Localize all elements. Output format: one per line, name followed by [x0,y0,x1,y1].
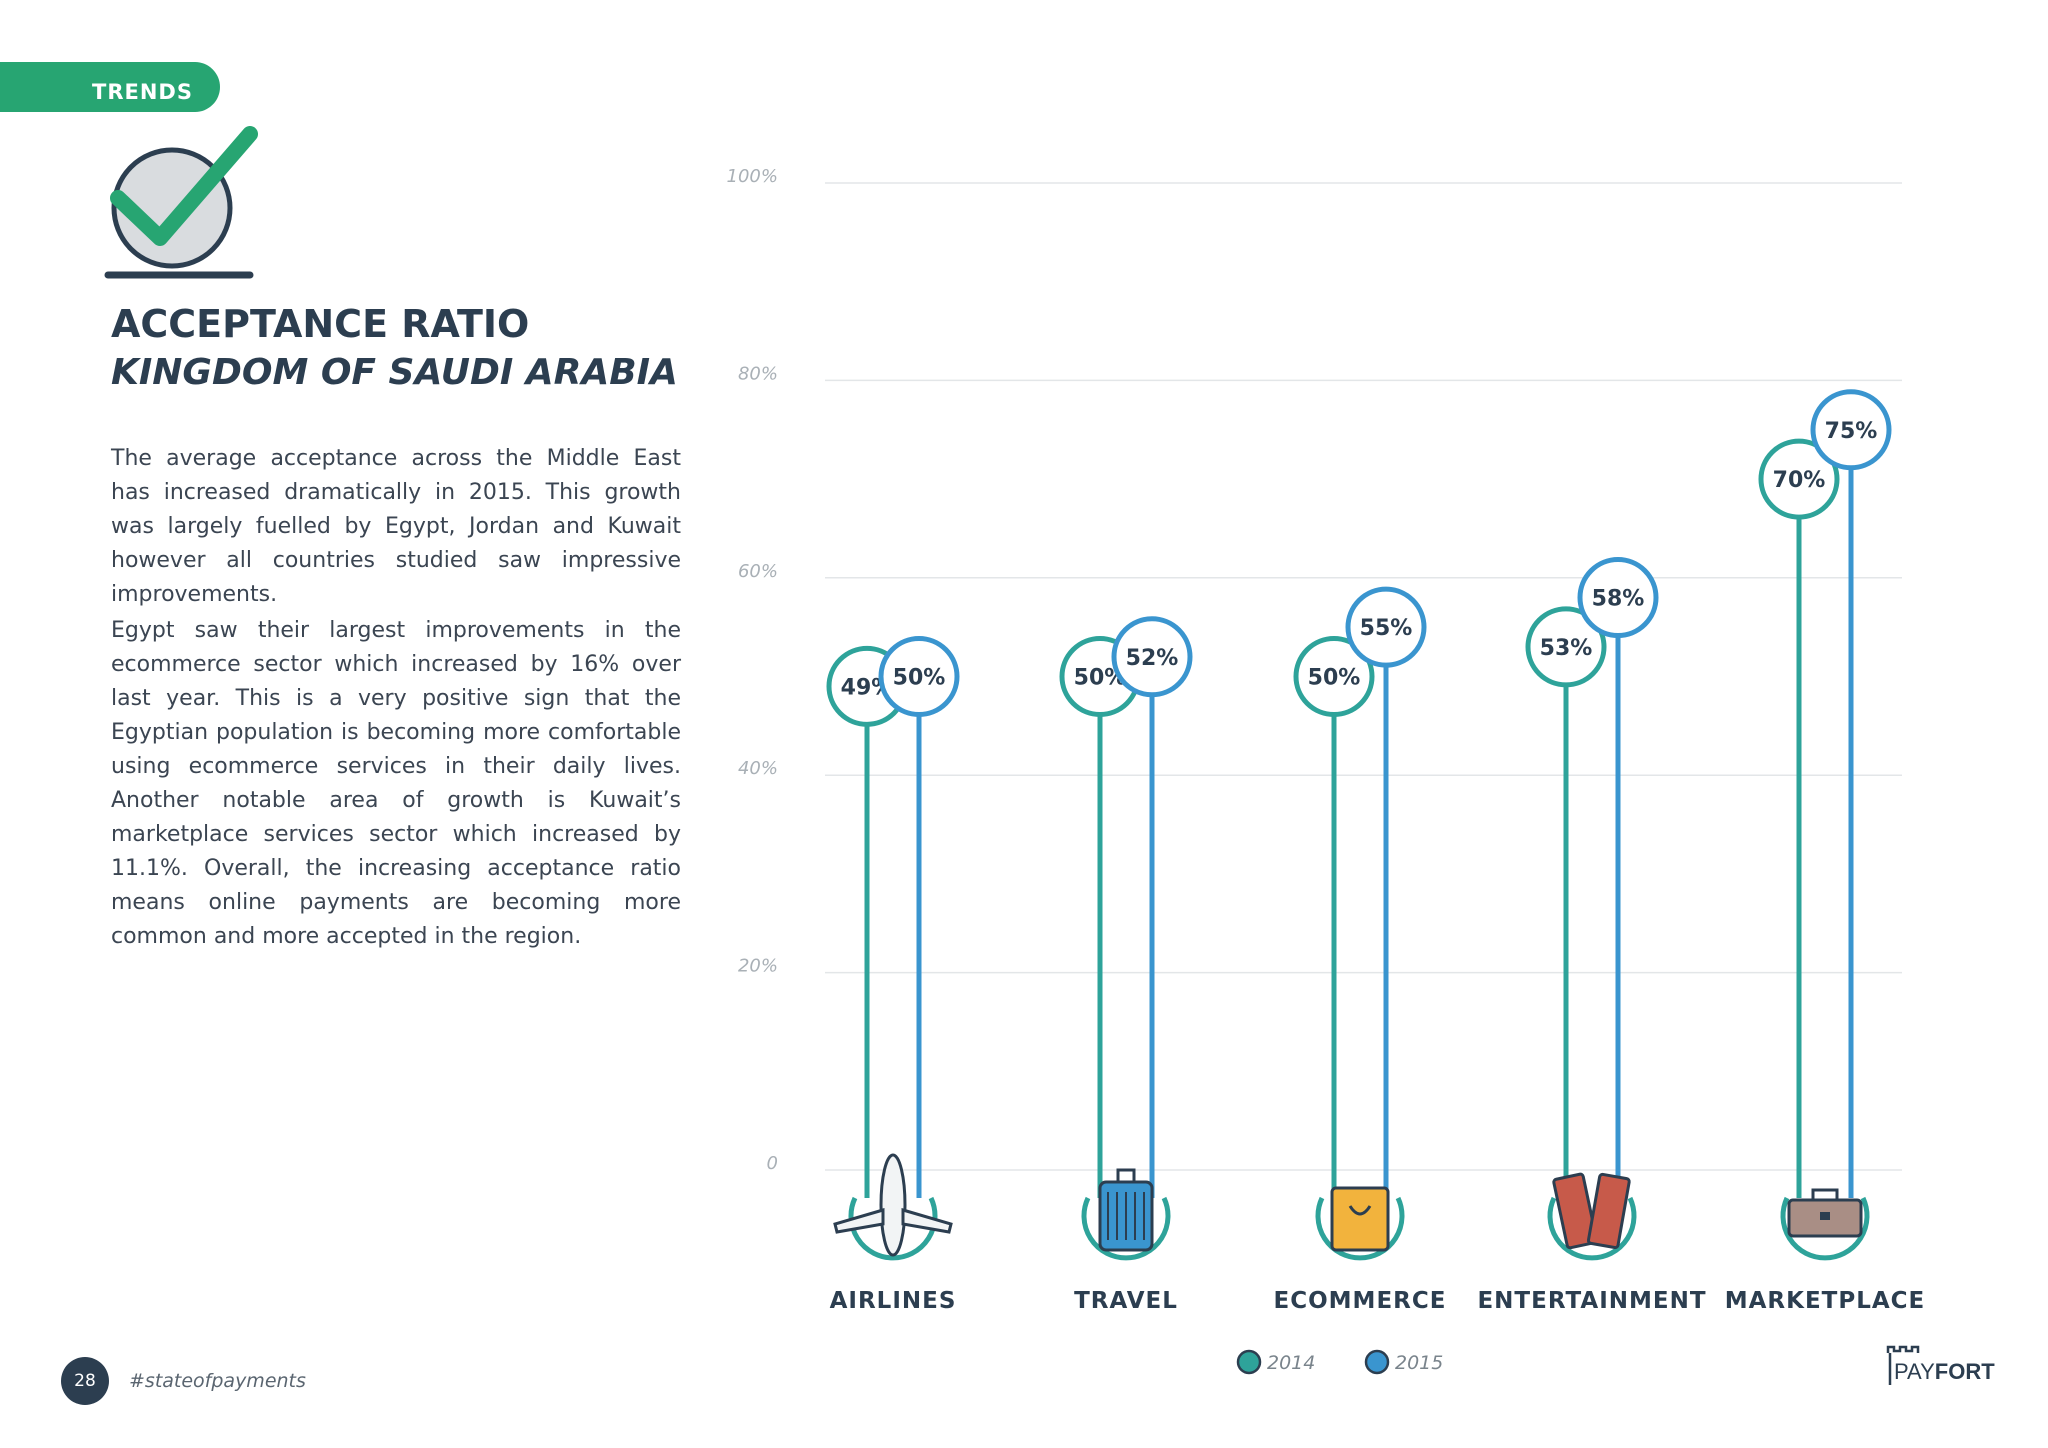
data-label-2015: 52% [1126,646,1179,671]
category-label: TRAVEL [1074,1288,1178,1314]
data-label-2015: 75% [1825,419,1878,444]
bar-head-2014 [1758,438,1840,520]
body-paragraph-2: Egypt saw their largest improvements in … [111,618,681,949]
airplane-wing-right [901,1208,953,1234]
category-label: MARKETPLACE [1725,1288,1926,1314]
bar-head-2015 [1810,389,1892,471]
y-tick-label: 80% [738,363,778,384]
legend-label-2015: 2015 [1395,1352,1443,1374]
y-tick-label: 60% [738,561,778,582]
data-label-2015: 58% [1592,587,1645,612]
page-subtitle: KINGDOM OF SAUDI ARABIA [111,352,678,393]
briefcase-clasp [1820,1212,1830,1220]
y-tick-label: 100% [727,166,778,187]
legend-swatch-2015 [1364,1349,1390,1375]
briefcase-icon [1787,1188,1863,1238]
bar-head-2015 [1577,557,1659,639]
bar-head-2015 [1345,586,1427,668]
section-tab [0,62,220,112]
payfort-logo: PAYFORT [1884,1345,2034,1399]
category-label: ECOMMERCE [1274,1288,1447,1314]
page-title: ACCEPTANCE RATIO [111,302,530,346]
airplane-icon [833,1153,953,1257]
y-tick-label: 0 [767,1153,778,1174]
bar-head-2015 [878,636,960,717]
svg-text:PAYFORT: PAYFORT [1894,1359,1995,1384]
page-number: 28 [74,1371,96,1391]
y-tick-label: 40% [738,758,778,779]
suitcase-icon [1098,1168,1154,1252]
data-label-2015: 55% [1360,616,1413,641]
bar-head-2014 [1525,606,1607,688]
ticket-right [1586,1172,1631,1250]
data-label-2015: 50% [893,666,946,691]
data-label-2014: 70% [1773,468,1826,493]
ticket-left [1552,1172,1599,1250]
category-label: AIRLINES [830,1288,957,1314]
briefcase-handle [1811,1188,1839,1202]
legend-swatch-2014 [1236,1349,1262,1375]
bar-head-2014 [1293,636,1375,717]
bar-head-2015 [1111,616,1193,698]
legend: 2014 2015 [1236,1349,1443,1375]
hashtag: #stateofpayments [129,1370,306,1392]
tickets-icon [1552,1172,1631,1250]
checkmark-icon [100,122,270,296]
airplane-fuselage [879,1153,907,1257]
legend-label-2014: 2014 [1267,1352,1315,1374]
page-number-badge: 28 [61,1357,109,1405]
data-label-2014: 53% [1540,636,1593,661]
y-tick-label: 20% [738,956,778,977]
data-label-2014: 50% [1308,666,1361,691]
bag-handle [1348,1205,1372,1216]
category-label: ENTERTAINMENT [1477,1288,1706,1314]
suitcase-handle [1116,1168,1136,1184]
bag-body [1330,1186,1390,1252]
shopping-bag-icon [1330,1186,1390,1252]
body-paragraph-1: The average acceptance across the Middle… [111,446,681,607]
section-label: TRENDS [92,80,193,104]
airplane-wing-left [833,1208,885,1234]
